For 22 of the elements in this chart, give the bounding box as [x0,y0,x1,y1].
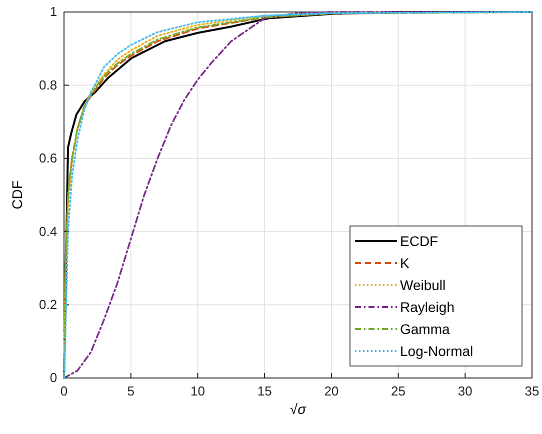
x-tick-label: 30 [458,383,472,398]
y-tick-label: 0 [50,370,58,386]
x-tick-label: 25 [391,383,406,398]
y-tick-label: 0.2 [39,296,58,312]
legend-label: ECDF [400,232,438,249]
legend-label: K [400,254,410,271]
x-tick-label: 10 [190,383,205,398]
legend-label: Rayleigh [400,298,454,315]
y-tick-label: 0.6 [39,150,58,166]
legend-label: Log-Normal [400,342,474,359]
x-axis-title: √σ [290,401,307,417]
y-tick-label: 0.4 [39,224,58,239]
y-tick-label: 1 [50,4,58,20]
y-tick-label: 0.8 [39,77,58,92]
x-tick-label: 0 [60,383,68,398]
x-tick-label: 20 [324,383,339,398]
legend-label: Gamma [400,320,450,337]
y-axis-title: CDF [9,180,25,210]
x-tick-label: 15 [257,383,272,398]
legend-label: Weibull [400,276,446,293]
x-tick-label: 5 [127,383,134,398]
x-tick-label: 35 [524,383,540,398]
